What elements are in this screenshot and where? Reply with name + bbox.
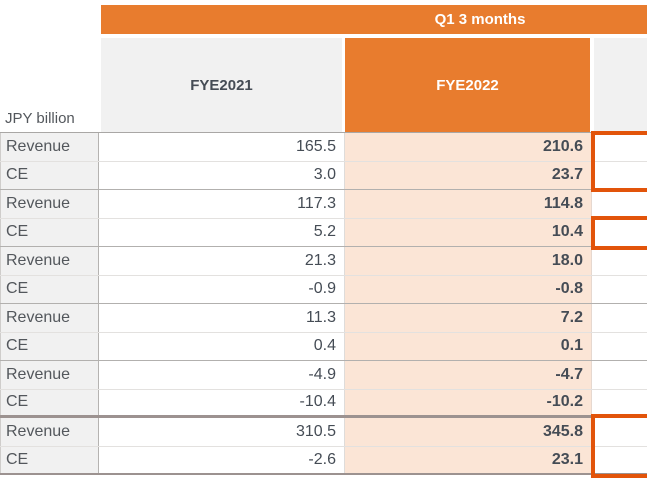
row-label-cell: Revenue <box>0 247 99 275</box>
row-label-cell: CE <box>0 332 99 360</box>
table-row: CE 3.0 23.7 <box>0 161 647 190</box>
table-row: Revenue 21.3 18.0 <box>0 247 647 276</box>
fye2021-value-cell: 117.3 <box>99 190 345 218</box>
col-header-fye2022: FYE2022 <box>345 38 590 132</box>
fye2022-value-cell: 10.4 <box>345 218 592 246</box>
table-row-total: Revenue 310.5 345.8 <box>0 418 647 447</box>
fye2022-value-cell: 7.2 <box>345 304 592 332</box>
extra-cell <box>592 389 647 415</box>
row-label-cell: CE <box>0 161 99 189</box>
extra-cell <box>592 304 647 332</box>
fye2021-value-cell: -2.6 <box>99 446 345 473</box>
row-label-cell: CE <box>0 275 99 303</box>
table-row: Revenue 11.3 7.2 <box>0 304 647 333</box>
row-label-cell: Revenue <box>0 418 99 446</box>
fye2022-value-cell: -4.7 <box>345 361 592 389</box>
table-body: Revenue 165.5 210.6 CE 3.0 23.7 Revenue … <box>0 132 647 475</box>
highlight-box-row-4 <box>591 216 647 250</box>
fye2021-value-cell: 21.3 <box>99 247 345 275</box>
row-label-cell: Revenue <box>0 361 99 389</box>
table-row-total: CE -2.6 23.1 <box>0 446 647 475</box>
extra-cell <box>592 218 647 246</box>
period-header: Q1 3 months <box>101 5 647 34</box>
table-row: CE -10.4 -10.2 <box>0 389 647 418</box>
fye2021-value-cell: -10.4 <box>99 389 345 415</box>
extra-cell <box>592 275 647 303</box>
extra-cell <box>592 446 647 473</box>
fye2022-value-cell: 23.7 <box>345 161 592 189</box>
fye2021-value-cell: 310.5 <box>99 418 345 446</box>
table-row: Revenue -4.9 -4.7 <box>0 361 647 390</box>
row-label-cell: Revenue <box>0 133 99 161</box>
fye2021-value-cell: -4.9 <box>99 361 345 389</box>
table-row: CE 0.4 0.1 <box>0 332 647 361</box>
fye2022-value-cell: 210.6 <box>345 133 592 161</box>
table-row: CE -0.9 -0.8 <box>0 275 647 304</box>
row-label-cell: Revenue <box>0 190 99 218</box>
row-label-cell: CE <box>0 446 99 473</box>
col-header-extra <box>594 38 647 132</box>
period-header-label: Q1 3 months <box>434 11 526 28</box>
fye2021-value-cell: 11.3 <box>99 304 345 332</box>
extra-cell <box>592 161 647 189</box>
extra-cell <box>592 418 647 446</box>
fye2022-value-cell: -0.8 <box>345 275 592 303</box>
fye2022-value-cell: 0.1 <box>345 332 592 360</box>
table-row: CE 5.2 10.4 <box>0 218 647 247</box>
extra-cell <box>592 247 647 275</box>
fye2021-value-cell: 165.5 <box>99 133 345 161</box>
row-label-cell: CE <box>0 389 99 415</box>
fye2022-value-cell: 345.8 <box>345 418 592 446</box>
unit-label: JPY billion <box>5 110 75 127</box>
col-header-fye2021: FYE2021 <box>101 38 342 132</box>
fye2021-value-cell: 5.2 <box>99 218 345 246</box>
extra-cell <box>592 361 647 389</box>
fye2022-value-cell: 18.0 <box>345 247 592 275</box>
highlight-box-rows-1-2 <box>591 131 647 192</box>
fye2021-value-cell: 3.0 <box>99 161 345 189</box>
fye2022-value-cell: -10.2 <box>345 389 592 415</box>
row-label-cell: CE <box>0 218 99 246</box>
fye2022-value-cell: 23.1 <box>345 446 592 473</box>
highlight-box-total-rows <box>591 414 647 478</box>
fye2021-value-cell: 0.4 <box>99 332 345 360</box>
row-label-cell: Revenue <box>0 304 99 332</box>
extra-cell <box>592 332 647 360</box>
fye2021-value-cell: -0.9 <box>99 275 345 303</box>
table-row: Revenue 117.3 114.8 <box>0 190 647 219</box>
table-row: Revenue 165.5 210.6 <box>0 133 647 162</box>
extra-cell <box>592 190 647 218</box>
extra-cell <box>592 133 647 161</box>
fye2022-value-cell: 114.8 <box>345 190 592 218</box>
